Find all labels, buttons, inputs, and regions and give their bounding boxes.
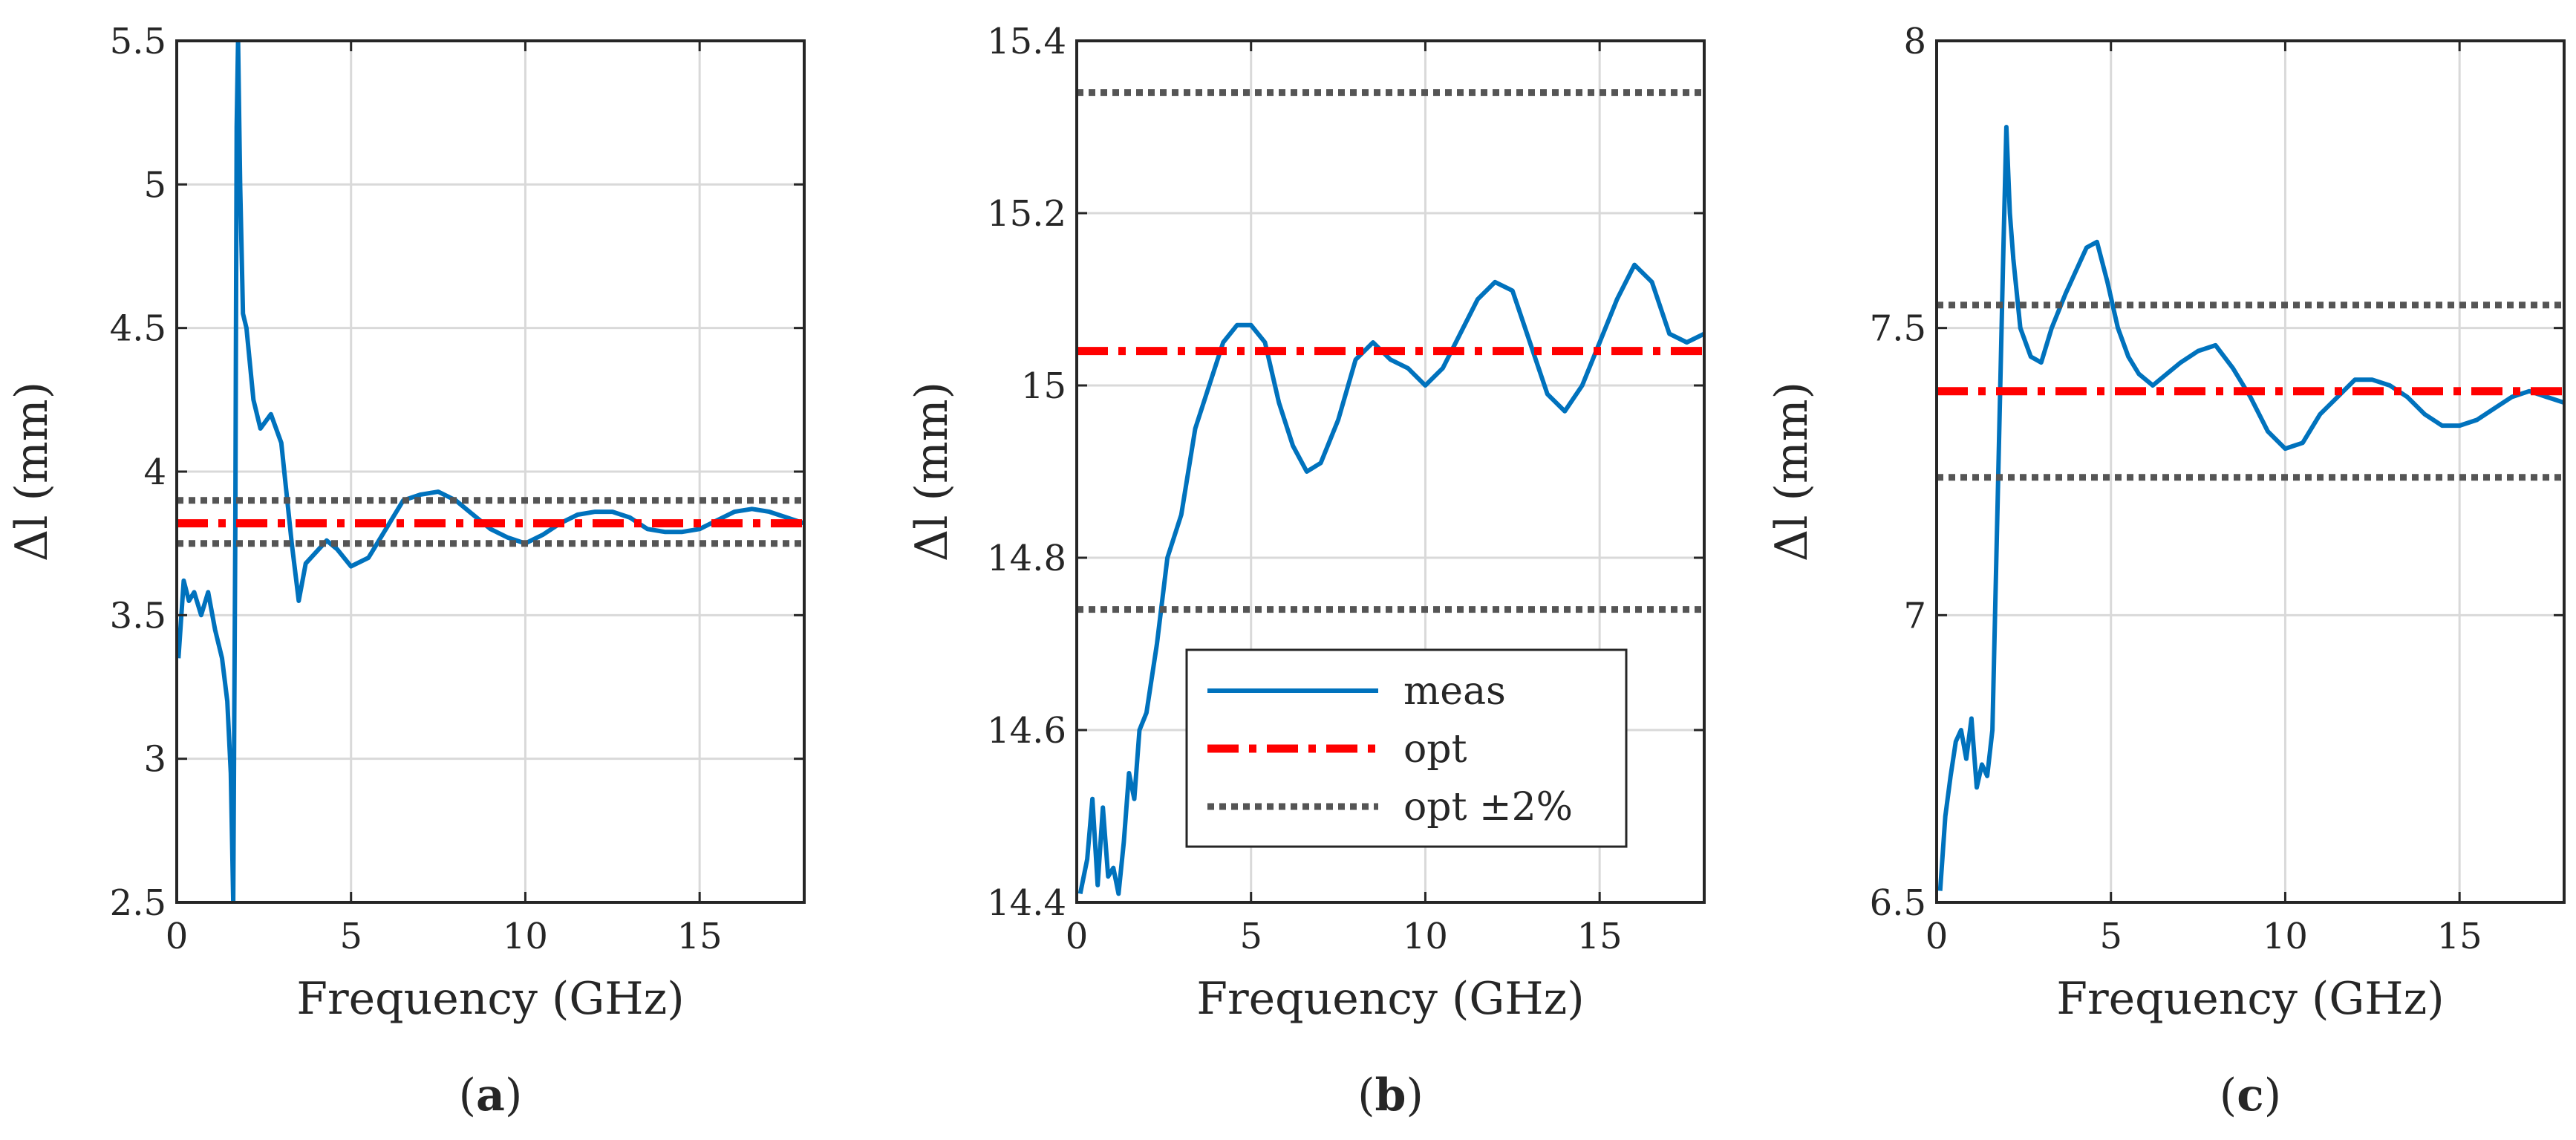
- panel-label: (c): [2220, 1069, 2281, 1121]
- x-tick-label: 15: [677, 916, 723, 957]
- y-tick-label: 7.5: [1870, 308, 1926, 350]
- meas-line: [1937, 125, 2564, 891]
- y-tick-label: 4.5: [110, 308, 166, 350]
- y-tick-label: 15: [1021, 365, 1066, 407]
- y-tick-label: 14.4: [987, 882, 1066, 924]
- x-tick-label: 5: [2099, 916, 2122, 957]
- y-tick-label: 4: [143, 452, 166, 493]
- legend-opt-tolerance-label: opt ±2%: [1403, 785, 1573, 830]
- x-tick-label: 0: [166, 916, 189, 957]
- x-axis-label: Frequency (GHz): [2056, 973, 2444, 1025]
- x-tick-label: 10: [503, 916, 548, 957]
- y-tick-label: 14.8: [987, 538, 1066, 579]
- meas-line: [1077, 262, 1704, 896]
- y-tick-label: 5.5: [110, 21, 166, 62]
- x-axis-label: Frequency (GHz): [296, 973, 684, 1025]
- y-tick-label: 3: [143, 739, 166, 781]
- y-axis-label: Δl (mm): [6, 382, 58, 561]
- y-tick-label: 3.5: [110, 595, 166, 636]
- series-group: [1077, 89, 1704, 896]
- axes-box: [1935, 39, 2566, 904]
- y-tick-label: 6.5: [1870, 882, 1926, 924]
- y-tick-label: 15.4: [987, 21, 1066, 62]
- panel-label: (b): [1357, 1069, 1424, 1121]
- x-tick-label: 15: [1577, 916, 1623, 957]
- panel-c: 0 5 10 15 6.5 7 7.5 8 Frequency (GHz) Δl (mm) (c): [1766, 21, 2566, 1121]
- y-tick-label: 8: [1903, 21, 1926, 62]
- x-tick-label: 10: [2263, 916, 2308, 957]
- meas-line: [177, 41, 804, 902]
- x-tick-label: 0: [1926, 916, 1949, 957]
- x-tick-label: 5: [1239, 916, 1262, 957]
- series-group: [1937, 125, 2564, 891]
- y-axis-label: Δl (mm): [906, 382, 958, 561]
- y-tick-label: 7: [1903, 595, 1926, 636]
- legend: meas opt opt ±2%: [1185, 648, 1628, 848]
- y-tick-label: 2.5: [110, 882, 166, 924]
- y-axis-label: Δl (mm): [1766, 382, 1818, 561]
- x-tick-label: 0: [1066, 916, 1089, 957]
- axes-box: [1075, 39, 1706, 904]
- panel-a: 0 5 10 15 2.5 3 3.5 4 4.5 5 5.5 Frequency (GHz) Δl (…: [6, 21, 806, 1121]
- panel-label: (a): [459, 1069, 523, 1121]
- legend-meas-label: meas: [1403, 669, 1506, 714]
- y-tick-label: 14.6: [987, 710, 1066, 752]
- panel-b: 0 5 10 15 14.4 14.6 14.8 15 15.2 15.4 Frequency (G…: [906, 21, 1706, 1121]
- x-tick-label: 10: [1403, 916, 1448, 957]
- y-tick-label: 15.2: [987, 193, 1066, 235]
- series-group: [177, 41, 804, 902]
- x-tick-label: 5: [339, 916, 362, 957]
- legend-box: [1185, 648, 1628, 848]
- x-axis-label: Frequency (GHz): [1196, 973, 1584, 1025]
- x-tick-label: 15: [2437, 916, 2482, 957]
- y-tick-label: 5: [143, 164, 166, 206]
- legend-opt-label: opt: [1403, 727, 1467, 772]
